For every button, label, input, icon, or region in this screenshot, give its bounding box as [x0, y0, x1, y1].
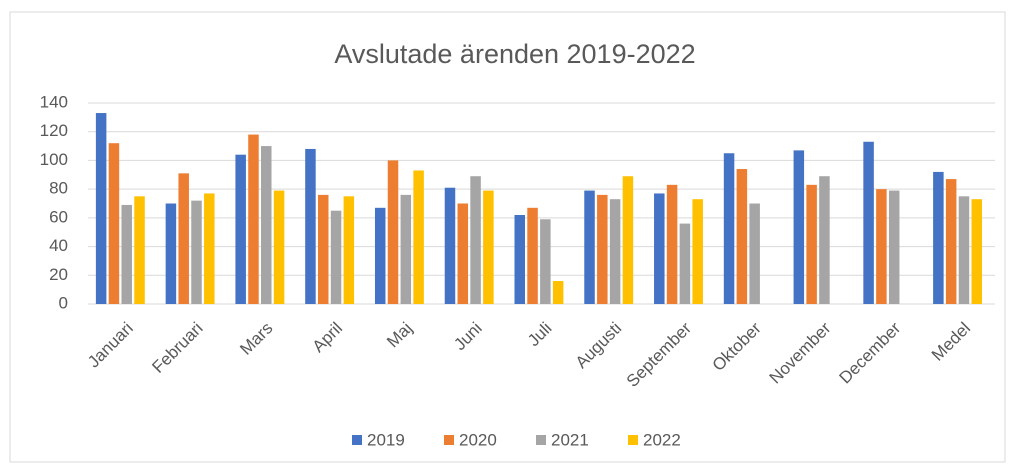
bar	[609, 199, 621, 304]
bar	[945, 179, 957, 304]
bar	[552, 281, 564, 304]
bar	[108, 143, 120, 304]
bar	[121, 204, 132, 304]
legend-label: 2022	[643, 430, 681, 449]
bar	[191, 200, 202, 304]
legend-label: 2019	[367, 430, 405, 449]
bar	[95, 113, 107, 304]
y-tick-label: 80	[49, 179, 68, 198]
bar	[514, 214, 525, 304]
bar	[387, 160, 399, 304]
bar	[793, 150, 805, 304]
bar	[400, 194, 412, 304]
bar	[165, 203, 177, 304]
bar	[470, 176, 481, 304]
y-tick-label: 20	[49, 265, 68, 284]
bar	[679, 223, 691, 304]
bar	[876, 189, 887, 304]
bar	[958, 196, 970, 304]
bar	[305, 148, 316, 304]
bar	[343, 196, 355, 304]
bar	[483, 190, 494, 304]
legend-swatch	[444, 435, 454, 445]
bar	[457, 203, 469, 304]
bar	[330, 210, 342, 304]
bar	[248, 134, 259, 304]
bar	[749, 203, 760, 304]
y-tick-label: 60	[49, 207, 68, 226]
bar	[971, 199, 983, 304]
bar	[527, 207, 538, 304]
chart-border	[9, 11, 1006, 463]
bar	[413, 170, 424, 304]
y-tick-label: 140	[40, 92, 68, 111]
bar	[806, 184, 817, 304]
y-tick-label: 120	[40, 121, 68, 140]
legend-swatch	[536, 435, 546, 445]
bar	[134, 196, 145, 304]
bar	[317, 194, 329, 304]
y-tick-label: 100	[40, 150, 68, 169]
bar	[736, 169, 748, 304]
bar	[863, 141, 874, 304]
bar	[584, 190, 595, 304]
legend-label: 2021	[551, 430, 589, 449]
bar	[273, 190, 285, 304]
bar	[178, 173, 189, 304]
bar	[235, 154, 246, 304]
bar	[622, 176, 634, 304]
bar	[933, 171, 944, 304]
bar	[654, 193, 665, 304]
bar	[819, 176, 830, 304]
chart-title: Avslutade ärenden 2019-2022	[334, 39, 695, 69]
bar	[444, 187, 456, 304]
bar	[374, 207, 386, 304]
bar	[666, 184, 678, 304]
bar	[597, 194, 608, 304]
bar	[540, 219, 551, 304]
bar	[692, 199, 703, 304]
bar	[204, 193, 215, 304]
y-tick-label: 40	[49, 236, 68, 255]
bar	[888, 190, 900, 304]
legend-swatch	[352, 435, 362, 445]
bar	[723, 153, 735, 304]
legend-swatch	[628, 435, 638, 445]
bar	[261, 146, 272, 304]
legend-label: 2020	[459, 430, 497, 449]
y-tick-label: 0	[59, 293, 68, 312]
